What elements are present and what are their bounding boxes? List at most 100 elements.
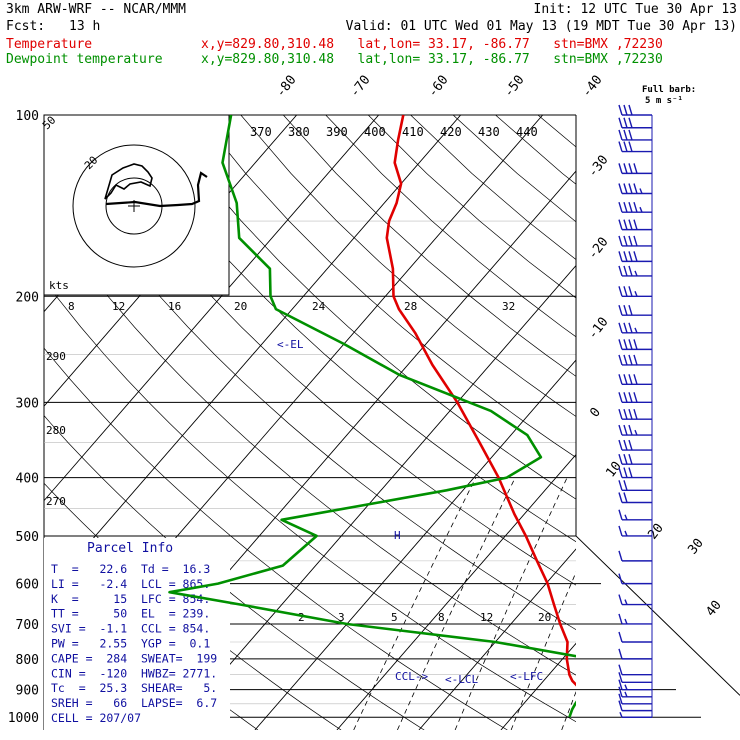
isotherm-label--40: -40 <box>579 73 605 101</box>
theta-left-label-280: 280 <box>46 424 66 437</box>
parcel-info-bg <box>44 538 230 730</box>
adiabat-390 <box>367 115 576 299</box>
wind-barb <box>618 550 652 562</box>
isotherm-label--60: -60 <box>425 73 451 101</box>
hodograph-outer-ring <box>72 144 196 268</box>
wind-barb <box>618 117 652 129</box>
wind-barb <box>618 613 652 625</box>
forecast-label: Fcst: <box>6 19 46 34</box>
wind-barb <box>618 525 652 537</box>
parcel-info-row: CELL = 207/07 <box>51 711 141 725</box>
mixing-ratio-label-upper-24: 24 <box>312 300 326 313</box>
adiabat-380 <box>325 115 576 338</box>
hodograph-frame <box>43 114 230 296</box>
adiabat-310 <box>44 139 576 631</box>
pressure-label-600: 600 <box>16 578 39 593</box>
parcel-info-row: TT = 50 EL = 239. <box>51 607 210 621</box>
forecast-hour: 13 h <box>69 19 101 34</box>
wind-barb <box>618 141 652 153</box>
parcel-info-row: CAPE = 284 SWEAT= 199 <box>51 651 217 665</box>
adiabat-410 <box>452 115 576 223</box>
theta-left-label-290: 290 <box>46 350 66 363</box>
pressure-label-200: 200 <box>16 290 39 305</box>
adiabat-440 <box>580 115 740 730</box>
mixing-ratio-label-upper-12: 12 <box>112 300 125 313</box>
wind-barb <box>618 693 652 705</box>
adiabat-420 <box>495 115 576 185</box>
wind-barb <box>618 129 652 141</box>
dewpoint-point-info: x,y=829.80,310.48 lat,lon= 33.17, -86.77… <box>201 52 663 67</box>
wind-barb <box>618 183 652 195</box>
isotherm-label--50: -50 <box>501 73 527 101</box>
wind-barb <box>618 509 652 521</box>
barb-legend: Full barb: 5 m s⁻¹ <box>642 85 696 106</box>
isotherm-30 <box>665 115 740 730</box>
parcel-info-row: CIN = -120 HWBZ= 2771. <box>51 666 217 680</box>
hodograph-units: kts <box>49 279 69 292</box>
hodograph: kts 20 50 <box>40 114 230 296</box>
wind-barb <box>618 679 652 691</box>
isotherm-label-30: 30 <box>685 536 706 558</box>
profiles <box>168 115 576 718</box>
adiabat-330 <box>113 115 576 543</box>
isotherm-label-0: 0 <box>587 405 604 420</box>
parcel-info-row: SVI = -1.1 CCL = 854. <box>51 622 210 636</box>
wind-barb <box>618 235 652 247</box>
isotherm-label--20: -20 <box>585 235 611 263</box>
adiabat-320 <box>70 115 576 586</box>
parcel-info-row: SREH = 66 LAPSE= 6.7 <box>51 696 217 710</box>
wind-barb <box>618 480 652 492</box>
mixing-ratio-label-upper-32: 32 <box>502 300 515 313</box>
el-marker: <-EL <box>277 338 304 351</box>
mixing-ratio-label-upper-8: 8 <box>68 300 75 313</box>
isotherm-label-20: 20 <box>645 521 666 543</box>
isotherm-label--70: -70 <box>347 73 373 101</box>
mixing-ratio-3 <box>397 477 516 730</box>
wind-barb <box>618 467 652 479</box>
isotherm--110 <box>44 115 52 124</box>
parcel-info-row: T = 22.6 Td = 16.3 <box>51 562 210 576</box>
wind-barb <box>618 374 652 385</box>
theta-label-420: 420 <box>440 125 462 139</box>
mixing-ratio-8 <box>510 571 576 730</box>
valid-time: Valid: 01 UTC Wed 01 May 13 (19 MDT Tue … <box>345 19 737 34</box>
mixing-ratio-28 <box>674 478 740 730</box>
mixing-ratio-12 <box>561 690 576 730</box>
lcl-marker: <-LCL <box>445 673 478 686</box>
temperature-legend: Temperature <box>6 37 93 52</box>
wind-barb <box>618 286 652 297</box>
lfc-marker: <-LFC <box>510 670 543 683</box>
wind-barb <box>618 251 652 263</box>
temperature-point-info: x,y=829.80,310.48 lat,lon= 33.17, -86.77… <box>201 37 663 52</box>
mixing-ratio-5 <box>454 477 568 730</box>
parcel-info-box: Parcel Info T = 22.6 Td = 16.3LI = -2.4 L… <box>44 538 230 730</box>
pressure-label-300: 300 <box>16 396 39 411</box>
barb-legend-line2: 5 m s⁻¹ <box>645 96 683 106</box>
adiabat-430 <box>537 115 576 148</box>
mixing-ratio-label-lower-20: 20 <box>538 611 551 624</box>
wind-barb <box>618 453 652 465</box>
adiabat-360 <box>240 115 576 417</box>
level-markers: <-EL CCL-> <-LCL <-LFC H <box>277 338 543 686</box>
mixing-ratio-label-lower-5: 5 <box>391 611 398 624</box>
isotherm--60 <box>44 115 462 596</box>
wind-barb <box>618 104 652 116</box>
wind-barb <box>618 424 652 436</box>
model-title: 3km ARW-WRF -- NCAR/MMM <box>6 2 187 17</box>
isotherm--10 <box>336 453 576 730</box>
wind-barb <box>618 339 652 351</box>
wind-barb <box>618 305 652 316</box>
pressure-label-1000: 1000 <box>8 711 39 726</box>
hodograph-trace-outer <box>104 163 153 200</box>
isotherm-0 <box>418 548 576 730</box>
wind-barb <box>618 664 652 676</box>
theta-label-400: 400 <box>364 125 386 139</box>
init-time: Init: 12 UTC Tue 30 Apr 13 <box>533 2 738 17</box>
pressure-label-900: 900 <box>16 684 39 699</box>
theta-left-label-270: 270 <box>46 495 66 508</box>
wind-barb <box>618 648 652 660</box>
adiabat-280 <box>44 347 508 730</box>
pressure-label-700: 700 <box>16 618 39 633</box>
wind-barb <box>618 439 652 451</box>
